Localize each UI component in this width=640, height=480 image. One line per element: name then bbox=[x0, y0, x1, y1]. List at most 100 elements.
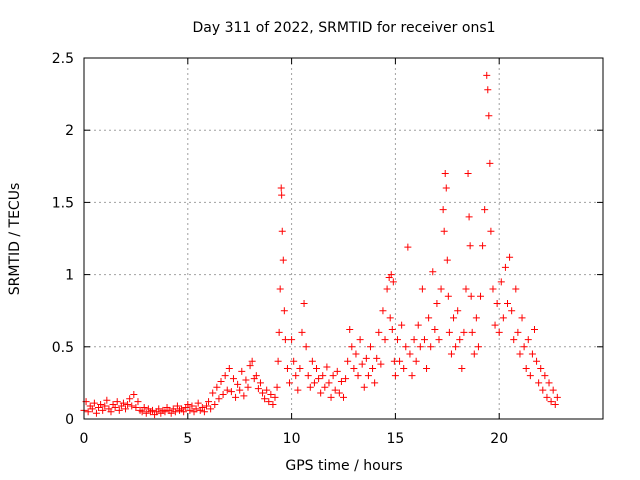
data-point bbox=[497, 278, 505, 286]
data-point bbox=[466, 242, 474, 250]
data-point bbox=[308, 357, 316, 365]
data-point bbox=[315, 375, 323, 383]
data-point bbox=[188, 402, 196, 410]
data-point bbox=[124, 401, 132, 409]
data-point bbox=[429, 268, 437, 276]
data-point bbox=[427, 343, 435, 351]
data-point bbox=[484, 86, 492, 94]
data-point bbox=[526, 372, 534, 380]
data-point bbox=[454, 307, 462, 315]
data-point bbox=[379, 307, 387, 315]
data-point bbox=[275, 328, 283, 336]
data-point bbox=[472, 314, 480, 322]
data-point bbox=[155, 405, 163, 413]
data-point bbox=[267, 390, 275, 398]
data-point bbox=[186, 406, 194, 414]
data-point bbox=[362, 354, 370, 362]
data-point bbox=[442, 184, 450, 192]
data-point bbox=[520, 343, 528, 351]
data-point bbox=[256, 379, 264, 387]
data-point bbox=[354, 372, 362, 380]
data-point bbox=[479, 242, 487, 250]
data-point bbox=[489, 285, 497, 293]
data-point bbox=[292, 372, 300, 380]
chart-title: Day 311 of 2022, SRMTID for receiver ons… bbox=[192, 20, 495, 36]
data-point bbox=[383, 285, 391, 293]
data-point bbox=[377, 360, 385, 368]
data-point bbox=[545, 379, 553, 387]
data-point bbox=[221, 372, 229, 380]
data-point bbox=[140, 403, 148, 411]
data-point bbox=[522, 364, 530, 372]
data-point bbox=[202, 402, 210, 410]
data-point bbox=[458, 364, 466, 372]
data-point bbox=[344, 357, 352, 365]
data-point bbox=[113, 398, 121, 406]
data-point bbox=[200, 408, 208, 416]
data-point bbox=[300, 299, 308, 307]
data-point bbox=[296, 364, 304, 372]
data-point bbox=[207, 405, 215, 413]
y-tick-label: 2.5 bbox=[52, 51, 74, 67]
data-point bbox=[229, 375, 237, 383]
data-point bbox=[456, 336, 464, 344]
data-point bbox=[495, 328, 503, 336]
data-point bbox=[115, 406, 123, 414]
data-point bbox=[126, 395, 134, 403]
data-point bbox=[366, 343, 374, 351]
data-point bbox=[474, 343, 482, 351]
data-point bbox=[290, 357, 298, 365]
data-point bbox=[433, 299, 441, 307]
data-point bbox=[462, 285, 470, 293]
data-point bbox=[360, 383, 368, 391]
data-point bbox=[323, 363, 331, 371]
data-point bbox=[225, 364, 233, 372]
data-point bbox=[443, 256, 451, 264]
data-point bbox=[298, 328, 306, 336]
data-point bbox=[431, 325, 439, 333]
data-point bbox=[254, 385, 262, 393]
data-point bbox=[271, 393, 279, 401]
data-point bbox=[414, 321, 422, 329]
data-point bbox=[238, 367, 246, 375]
data-point bbox=[506, 253, 514, 261]
data-point bbox=[491, 321, 499, 329]
data-point bbox=[248, 357, 256, 365]
data-point bbox=[101, 402, 109, 410]
data-point bbox=[304, 372, 312, 380]
data-point bbox=[389, 278, 397, 286]
data-point bbox=[236, 386, 244, 394]
data-point bbox=[327, 393, 335, 401]
x-tick-labels: 0 5 10 15 20 bbox=[80, 431, 509, 447]
grid-lines bbox=[83, 58, 603, 419]
data-point bbox=[373, 354, 381, 362]
x-tick-label: 15 bbox=[386, 431, 404, 447]
data-point bbox=[244, 383, 252, 391]
x-tick-label: 0 bbox=[80, 431, 89, 447]
data-point bbox=[252, 372, 260, 380]
data-point bbox=[412, 357, 420, 365]
data-point bbox=[283, 364, 291, 372]
data-point bbox=[211, 401, 219, 409]
data-point bbox=[460, 328, 468, 336]
data-point bbox=[528, 350, 536, 358]
data-point bbox=[467, 292, 475, 300]
data-point bbox=[551, 401, 559, 409]
data-point bbox=[535, 379, 543, 387]
data-point bbox=[149, 406, 157, 414]
data-point bbox=[516, 350, 524, 358]
data-point bbox=[265, 398, 273, 406]
data-point bbox=[263, 386, 271, 394]
data-point bbox=[134, 398, 142, 406]
data-point bbox=[358, 360, 366, 368]
data-point bbox=[447, 350, 455, 358]
data-point bbox=[227, 388, 235, 396]
data-point bbox=[92, 409, 100, 417]
data-point bbox=[278, 191, 286, 199]
data-point bbox=[387, 271, 395, 279]
data-point bbox=[213, 383, 221, 391]
data-point bbox=[234, 380, 242, 388]
data-point bbox=[352, 350, 360, 358]
data-point bbox=[549, 386, 557, 394]
